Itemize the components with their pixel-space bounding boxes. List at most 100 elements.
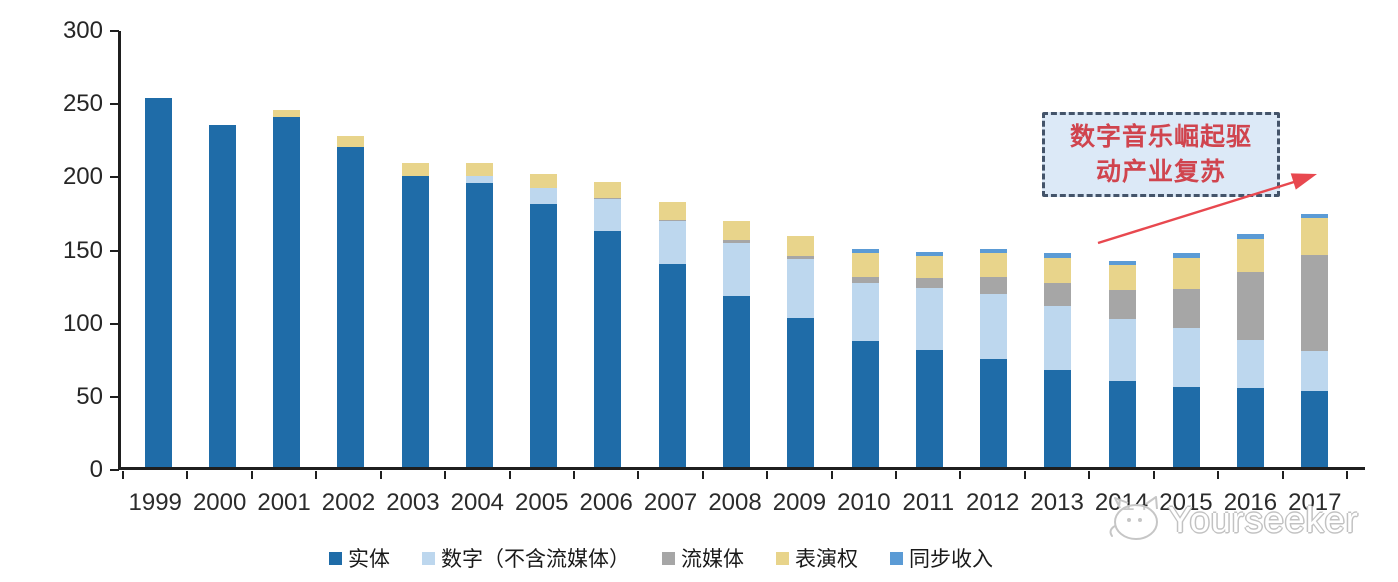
bar-segment [915,251,943,257]
bar-slot-2015 [1154,31,1218,467]
legend-item: 表演权 [776,543,858,573]
x-axis-tick [1088,471,1091,479]
stacked-bar-2011 [915,251,943,467]
x-axis-labels: 1999 2000 2001 2002 2003 2004 2005 2006 2007 2008… [123,489,1347,517]
bar-segment [1172,257,1200,289]
x-axis-label-2012: 2012 [966,489,1020,516]
bar-segment [1044,370,1072,467]
bar-segment [851,276,879,283]
stacked-bar-2013 [1044,253,1072,467]
bar-slot-2003 [383,31,447,467]
bar-segment [980,294,1008,359]
y-axis-tick [110,249,119,252]
x-axis-tick [766,471,769,479]
y-axis-tick [110,395,119,398]
bar-segment [980,276,1008,295]
x-axis-tick [122,471,124,479]
annotation-callout: 数字音乐崛起驱 动产业复苏 [1042,112,1280,197]
bar-segment [980,358,1008,467]
bar-segment [1108,319,1136,381]
bar-segment [337,146,365,467]
x-axis-label-2017: 2017 [1288,489,1342,516]
bar-segment [1172,386,1200,467]
stacked-bar-2006 [594,181,622,467]
legend-swatch [422,551,435,565]
bar-slot-2010 [833,31,897,467]
bar-slot-2008 [704,31,768,467]
legend-label: 实体 [348,547,390,571]
stacked-bar-2000 [208,124,236,467]
legend-item: 实体 [329,543,390,573]
bar-segment [1044,257,1072,283]
bar-slot-2012 [961,31,1025,467]
y-axis-tick-label: 250 [62,90,103,118]
bar-segment [658,219,686,222]
bar-segment [658,263,686,467]
bar-segment [1237,339,1265,388]
legend-label: 数字（不含流媒体） [441,547,630,571]
bar-segment [1044,253,1072,258]
bar-slot-2011 [897,31,961,467]
bar-slot-2004 [447,31,511,467]
legend-item: 流媒体 [662,543,744,573]
x-axis-tick [379,471,382,479]
bar-segment [594,231,622,467]
stacked-bar-2009 [787,235,815,467]
bar-segment [1172,253,1200,258]
bar-segment [1108,380,1136,467]
bar-segment [851,341,879,467]
bar-segment [980,249,1008,254]
bar-segment [465,175,493,184]
x-axis-label-1999: 1999 [128,489,182,516]
x-axis-tick [1217,471,1220,479]
y-axis-tick-label: 150 [62,236,103,264]
bar-segment [1301,213,1329,219]
legend-item: 同步收入 [890,543,993,573]
bar-segment [208,124,236,467]
y-axis-tick [110,469,119,471]
x-axis-tick [186,471,189,479]
y-axis-tick-label: 200 [62,163,103,191]
x-axis-tick [701,471,704,479]
bar-segment [1237,238,1265,273]
bar-segment [915,349,943,467]
bar-segment [1301,390,1329,467]
x-axis-label-2002: 2002 [321,489,376,516]
bar-segment [1237,272,1265,340]
stacked-bar-2012 [980,249,1008,467]
x-axis-label-2003: 2003 [386,489,440,516]
bar-slot-2002 [319,31,383,467]
bar-segment [273,117,301,467]
annotation-text: 数字音乐崛起驱 动产业复苏 [1069,122,1252,186]
x-axis-label-2011: 2011 [902,489,955,516]
legend-item: 数字（不含流媒体） [422,543,630,573]
stacked-bar-2016 [1237,234,1265,467]
bar-segment [1108,265,1136,290]
x-axis-tick [1346,471,1348,479]
bar-segment [658,202,686,220]
x-axis-tick [1023,471,1026,479]
x-axis-label-2005: 2005 [515,489,569,516]
stacked-bar-2017 [1301,213,1329,467]
bar-slot-2017 [1283,31,1347,467]
watermark: Yourseeker [1106,496,1359,544]
legend-swatch [776,551,789,565]
x-axis-tick [572,471,575,479]
y-axis-tick [110,30,119,32]
yourseeker-logo-icon [1109,496,1158,540]
watermark-brand: Yourseeker [1168,499,1359,540]
x-axis-label-2004: 2004 [450,489,505,516]
x-axis-tick [315,471,318,479]
x-axis-tick [637,471,640,479]
bar-segment [1108,289,1136,320]
bar-slot-2014 [1090,31,1154,467]
bar-segment [1172,288,1200,329]
bar-segment [851,253,879,277]
bar-slot-2009 [769,31,833,467]
x-axis-label-2001: 2001 [257,489,311,516]
x-axis-label-2008: 2008 [708,489,762,516]
bar-slot-2016 [1219,31,1283,467]
bar-segment [144,98,172,467]
bar-segment [1044,306,1072,371]
